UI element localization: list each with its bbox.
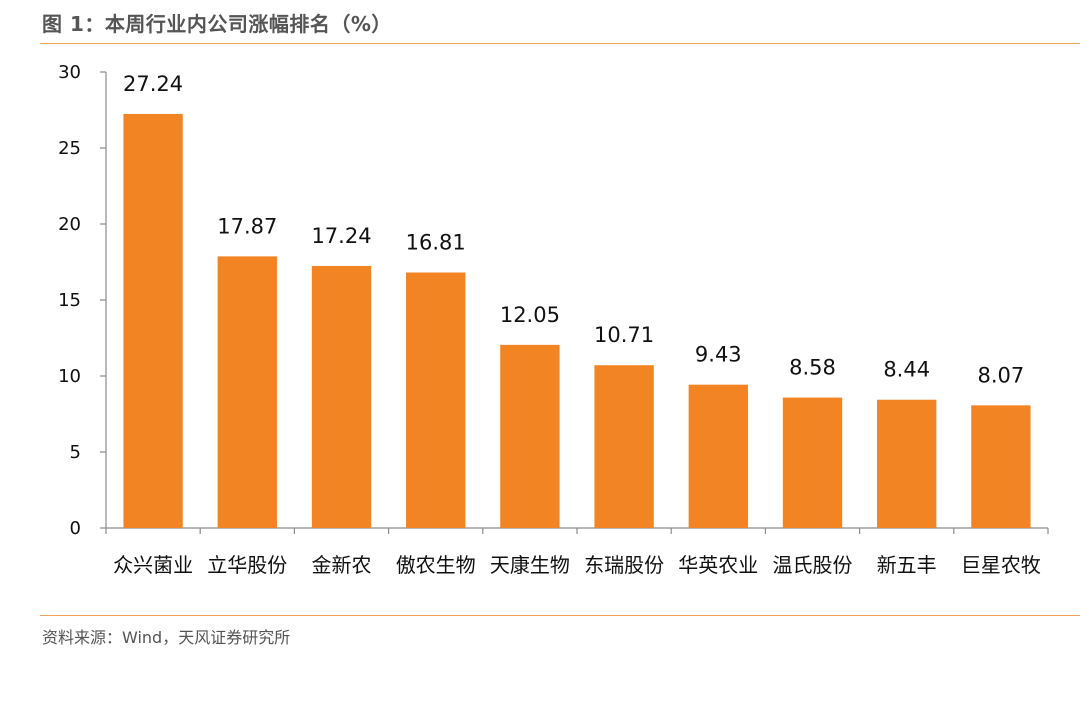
data-label: 8.58 <box>789 356 836 380</box>
bar <box>877 399 937 528</box>
bar <box>123 113 183 529</box>
bar <box>594 365 654 528</box>
source-divider <box>40 615 1080 616</box>
bar <box>971 405 1031 528</box>
bar <box>406 272 466 528</box>
x-category-label: 东瑞股份 <box>584 553 664 577</box>
data-label: 8.44 <box>883 358 930 382</box>
data-label: 27.24 <box>123 72 183 96</box>
bar <box>782 397 843 528</box>
bar <box>688 384 748 528</box>
x-category-label: 众兴菌业 <box>113 553 193 577</box>
x-category-label: 巨星农牧 <box>961 553 1041 577</box>
y-tick-label: 10 <box>58 366 81 387</box>
bar <box>311 265 372 528</box>
source-note: 资料来源：Wind，天风证券研究所 <box>42 628 291 647</box>
y-tick-label: 5 <box>70 442 81 463</box>
y-tick-label: 25 <box>58 138 81 159</box>
data-label: 12.05 <box>500 303 560 327</box>
data-label: 16.81 <box>406 230 466 254</box>
bar <box>500 344 560 528</box>
data-label: 8.07 <box>978 363 1025 387</box>
data-label: 10.71 <box>594 323 654 347</box>
y-tick-label: 15 <box>58 290 81 311</box>
bar <box>217 256 277 528</box>
x-category-label: 温氏股份 <box>773 553 853 577</box>
data-label: 17.87 <box>217 214 277 238</box>
y-tick-label: 20 <box>58 214 81 235</box>
x-category-label: 立华股份 <box>207 553 287 577</box>
data-label: 9.43 <box>695 343 742 367</box>
x-category-label: 华英农业 <box>678 553 758 577</box>
x-category-label: 新五丰 <box>877 553 937 577</box>
title-divider <box>40 43 1080 44</box>
y-tick-label: 0 <box>70 518 81 539</box>
data-label: 17.24 <box>311 224 371 248</box>
bar-chart: 0 5 10 15 20 25 30 27.24 众兴菌业 17.87 立华股份 17.24 金新农 16… <box>58 62 1049 577</box>
x-category-label: 金新农 <box>312 553 372 577</box>
figure-title: 图 1：本周行业内公司涨幅排名（%） <box>42 12 392 36</box>
x-category-label: 傲农生物 <box>396 553 476 577</box>
y-tick-label: 30 <box>58 62 81 83</box>
x-category-label: 天康生物 <box>490 553 570 577</box>
